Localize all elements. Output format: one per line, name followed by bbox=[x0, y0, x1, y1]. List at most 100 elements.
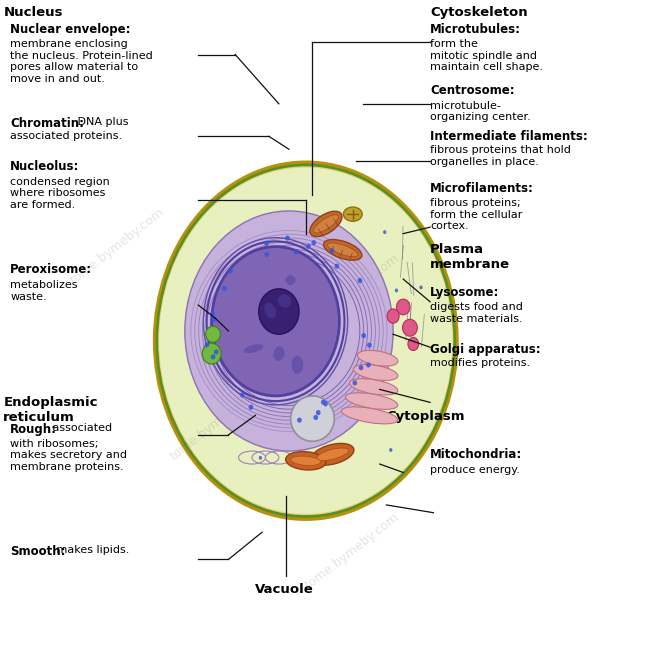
Ellipse shape bbox=[313, 415, 318, 420]
Ellipse shape bbox=[286, 452, 326, 470]
Ellipse shape bbox=[311, 443, 354, 465]
Text: Microfilaments:: Microfilaments: bbox=[430, 182, 534, 195]
Ellipse shape bbox=[202, 343, 221, 364]
Text: fibrous proteins that hold
organelles in place.: fibrous proteins that hold organelles in… bbox=[430, 145, 571, 167]
Text: associated: associated bbox=[49, 423, 112, 433]
Ellipse shape bbox=[323, 401, 328, 406]
Text: fibrous proteins;
form the cellular
cortex.: fibrous proteins; form the cellular cort… bbox=[430, 198, 522, 231]
Ellipse shape bbox=[285, 236, 290, 241]
Text: DNA plus: DNA plus bbox=[74, 117, 128, 127]
Ellipse shape bbox=[349, 378, 398, 395]
Text: Centrosome:: Centrosome: bbox=[430, 84, 515, 97]
Text: form the
mitotic spindle and
maintain cell shape.: form the mitotic spindle and maintain ce… bbox=[430, 39, 543, 72]
Ellipse shape bbox=[387, 309, 399, 323]
Ellipse shape bbox=[264, 302, 276, 319]
Ellipse shape bbox=[228, 268, 233, 273]
Text: tome.bymeby.com: tome.bymeby.com bbox=[302, 511, 402, 593]
Text: Lysosome:: Lysosome: bbox=[430, 286, 499, 299]
Ellipse shape bbox=[259, 456, 262, 459]
Text: tome.bymeby.com: tome.bymeby.com bbox=[302, 251, 402, 333]
Ellipse shape bbox=[327, 243, 358, 257]
Ellipse shape bbox=[396, 299, 410, 315]
Ellipse shape bbox=[310, 211, 342, 237]
Text: Nuclear envelope:: Nuclear envelope: bbox=[10, 23, 130, 36]
Text: Nucleus: Nucleus bbox=[3, 6, 63, 19]
Text: microtubule-
organizing center.: microtubule- organizing center. bbox=[430, 101, 531, 122]
Ellipse shape bbox=[274, 347, 285, 361]
Text: Chromatin:: Chromatin: bbox=[10, 117, 84, 130]
Ellipse shape bbox=[291, 396, 334, 441]
Text: condensed region
where ribosomes
are formed.: condensed region where ribosomes are for… bbox=[10, 177, 110, 210]
Ellipse shape bbox=[210, 311, 215, 316]
Ellipse shape bbox=[249, 404, 253, 410]
Text: Nucleolus:: Nucleolus: bbox=[10, 160, 79, 173]
Ellipse shape bbox=[292, 356, 303, 374]
Ellipse shape bbox=[367, 343, 372, 348]
Text: Cytoskeleton: Cytoskeleton bbox=[430, 6, 528, 19]
Text: Intermediate filaments:: Intermediate filaments: bbox=[430, 130, 588, 143]
Ellipse shape bbox=[358, 278, 362, 283]
Ellipse shape bbox=[212, 317, 216, 322]
Ellipse shape bbox=[317, 448, 349, 461]
Text: Golgi apparatus:: Golgi apparatus: bbox=[430, 343, 541, 356]
Ellipse shape bbox=[306, 244, 311, 249]
Ellipse shape bbox=[358, 350, 398, 366]
Ellipse shape bbox=[316, 410, 321, 415]
Ellipse shape bbox=[329, 248, 334, 253]
Text: Peroxisome:: Peroxisome: bbox=[10, 263, 92, 276]
Text: tome.bymeby.com: tome.bymeby.com bbox=[67, 206, 167, 288]
Ellipse shape bbox=[311, 240, 316, 245]
Ellipse shape bbox=[286, 275, 296, 285]
Ellipse shape bbox=[222, 286, 226, 291]
Ellipse shape bbox=[389, 448, 392, 452]
Ellipse shape bbox=[159, 167, 452, 514]
Ellipse shape bbox=[212, 247, 339, 396]
Text: Endoplasmic
reticulum: Endoplasmic reticulum bbox=[3, 396, 98, 424]
Ellipse shape bbox=[294, 249, 298, 254]
Text: Plasma
membrane: Plasma membrane bbox=[430, 243, 510, 271]
Text: Mitochondria:: Mitochondria: bbox=[430, 448, 522, 461]
Ellipse shape bbox=[264, 252, 269, 257]
Ellipse shape bbox=[155, 162, 457, 519]
Ellipse shape bbox=[243, 344, 263, 353]
Text: produce energy.: produce energy. bbox=[430, 465, 520, 474]
Ellipse shape bbox=[353, 365, 398, 380]
Ellipse shape bbox=[343, 207, 362, 221]
Ellipse shape bbox=[313, 215, 339, 233]
Text: Microtubules:: Microtubules: bbox=[430, 23, 521, 36]
Ellipse shape bbox=[419, 286, 423, 289]
Ellipse shape bbox=[321, 400, 326, 405]
Ellipse shape bbox=[206, 326, 220, 343]
Ellipse shape bbox=[291, 456, 321, 465]
Ellipse shape bbox=[353, 380, 358, 386]
Ellipse shape bbox=[211, 354, 216, 360]
Ellipse shape bbox=[323, 239, 362, 260]
Ellipse shape bbox=[240, 392, 245, 397]
Ellipse shape bbox=[383, 230, 386, 234]
Ellipse shape bbox=[297, 417, 302, 422]
Text: with ribosomes;
makes secretory and
membrane proteins.: with ribosomes; makes secretory and memb… bbox=[10, 439, 127, 472]
Text: modifies proteins.: modifies proteins. bbox=[430, 358, 530, 368]
Text: Cytoplasm: Cytoplasm bbox=[386, 410, 465, 423]
Ellipse shape bbox=[341, 407, 398, 424]
Ellipse shape bbox=[362, 333, 366, 338]
Ellipse shape bbox=[185, 211, 393, 451]
Text: makes lipids.: makes lipids. bbox=[53, 545, 130, 555]
Text: associated proteins.: associated proteins. bbox=[10, 131, 122, 141]
Ellipse shape bbox=[204, 342, 209, 347]
Text: Vacuole: Vacuole bbox=[255, 583, 314, 596]
Ellipse shape bbox=[366, 362, 371, 367]
Ellipse shape bbox=[408, 337, 419, 350]
Ellipse shape bbox=[403, 319, 417, 336]
Ellipse shape bbox=[345, 393, 398, 410]
Text: Rough:: Rough: bbox=[10, 423, 57, 436]
Text: digests food and
waste materials.: digests food and waste materials. bbox=[430, 302, 523, 324]
Ellipse shape bbox=[264, 241, 269, 246]
Text: membrane enclosing
the nucleus. Protein-lined
pores allow material to
move in an: membrane enclosing the nucleus. Protein-… bbox=[10, 39, 153, 84]
Text: tome.bymeby.com: tome.bymeby.com bbox=[168, 381, 267, 463]
Ellipse shape bbox=[335, 263, 339, 269]
Ellipse shape bbox=[359, 365, 364, 371]
Text: metabolizes
waste.: metabolizes waste. bbox=[10, 280, 77, 302]
Ellipse shape bbox=[214, 349, 218, 354]
Ellipse shape bbox=[394, 288, 398, 292]
